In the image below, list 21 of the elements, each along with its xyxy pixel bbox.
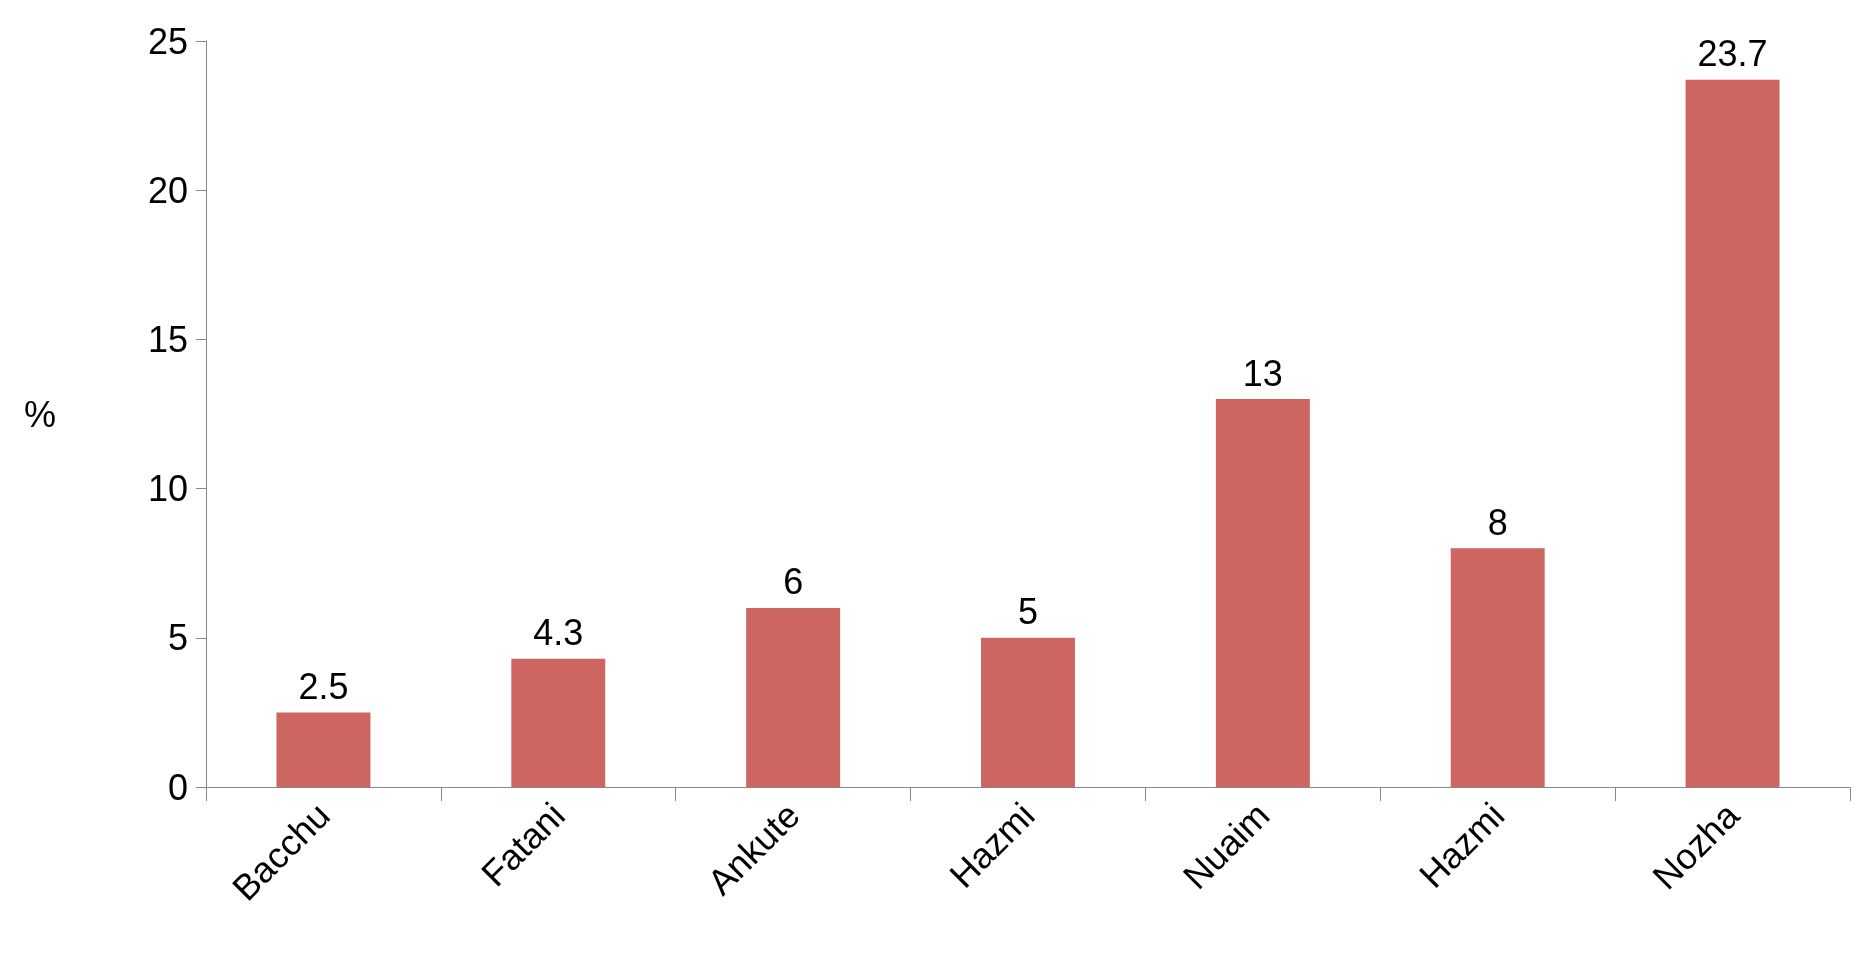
data-label: 13 — [1242, 352, 1283, 394]
data-label: 6 — [783, 561, 804, 603]
bar — [1685, 79, 1780, 787]
bar — [276, 712, 371, 787]
bar — [511, 658, 606, 787]
data-label: 4.3 — [533, 612, 584, 654]
y-tick-label: 25 — [147, 20, 188, 62]
y-tick-label: 15 — [147, 318, 188, 360]
bar — [1215, 399, 1310, 787]
data-label: 5 — [1017, 591, 1039, 633]
data-label: 8 — [1487, 501, 1508, 543]
y-tick-label: 5 — [167, 617, 188, 659]
y-tick-label: 0 — [167, 766, 188, 808]
data-label: 2.5 — [298, 665, 349, 707]
bar — [981, 637, 1075, 787]
bar — [1450, 548, 1545, 787]
bar — [746, 607, 841, 787]
data-label: 23.7 — [1697, 33, 1768, 75]
y-tick-label: 10 — [147, 468, 188, 510]
y-tick-label: 20 — [147, 169, 188, 211]
y-axis-title: % — [23, 393, 56, 435]
